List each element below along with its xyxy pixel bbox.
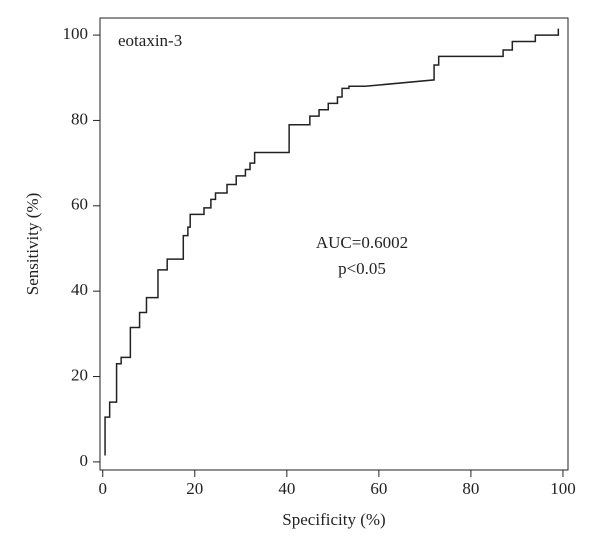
y-tick-label: 20 xyxy=(71,365,88,384)
plot-frame xyxy=(99,17,569,471)
x-tick-label: 60 xyxy=(370,479,387,498)
y-tick-label: 40 xyxy=(71,280,88,299)
y-tick-label: 60 xyxy=(71,195,88,214)
annotation: p<0.05 xyxy=(338,259,386,278)
y-tick-label: 80 xyxy=(71,109,88,128)
x-tick-label: 20 xyxy=(186,479,203,498)
y-tick-label: 100 xyxy=(63,24,89,43)
x-tick-label: 100 xyxy=(550,479,576,498)
y-tick-label: 0 xyxy=(80,451,89,470)
x-tick-label: 40 xyxy=(278,479,295,498)
annotation: eotaxin-3 xyxy=(118,31,182,50)
x-axis-label: Specificity (%) xyxy=(282,510,385,529)
roc-line xyxy=(104,28,560,456)
annotation: AUC=0.6002 xyxy=(316,233,408,252)
x-tick-label: 0 xyxy=(99,479,108,498)
y-axis-label: Sensitivity (%) xyxy=(23,193,42,295)
x-tick-label: 80 xyxy=(462,479,479,498)
